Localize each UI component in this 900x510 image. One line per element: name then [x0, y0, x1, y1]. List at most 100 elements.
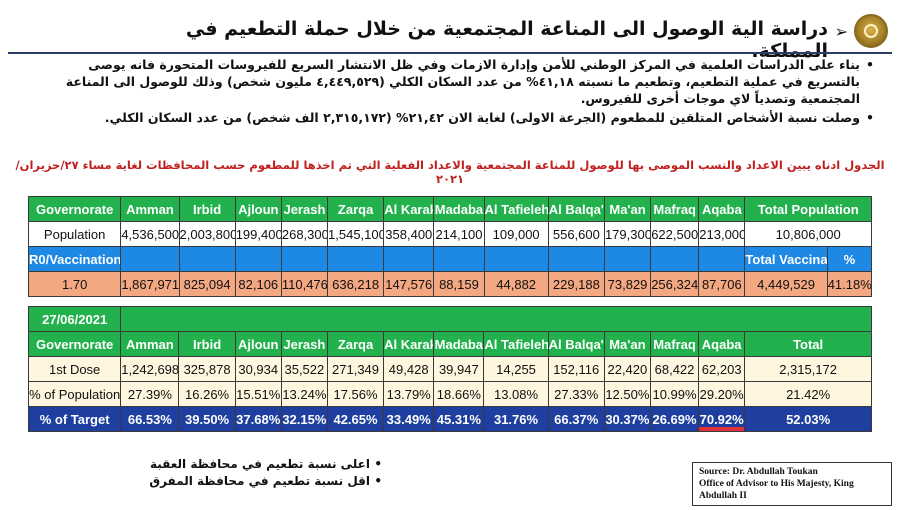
table-cell: 556,600 [547, 221, 605, 247]
table-cell: 88,159 [433, 271, 485, 297]
header-cell: Aqaba [698, 331, 746, 357]
table-cell: 30.37% [603, 406, 651, 432]
table-cell: 179,300 [603, 221, 652, 247]
header-cell: Ma'an [603, 196, 652, 222]
date-band [120, 306, 872, 332]
header-cell: Irbid [178, 331, 236, 357]
title-divider [8, 52, 892, 54]
header-cell: Total Population [744, 196, 872, 222]
table-cell: 1,242,698 [120, 356, 180, 382]
table-cell: 13.08% [483, 381, 549, 407]
table-cell: 15.51% [234, 381, 282, 407]
table-cell: 1,867,971 [120, 271, 180, 297]
header-cell: Governorate [27, 196, 122, 222]
table-row: Governorate Amman Irbid Ajloun Jerash Za… [27, 196, 872, 222]
header-cell [483, 246, 549, 272]
table-cell: 33.49% [383, 406, 435, 432]
table-cell: 82,106 [234, 271, 282, 297]
row-label: % of Target [27, 406, 122, 432]
header-cell: Ajloun [234, 331, 282, 357]
header-cell: R0/Vaccinations [27, 246, 122, 272]
table-cell: 256,324 [650, 271, 700, 297]
table-cell: 229,188 [547, 271, 605, 297]
header-cell: Al Tafieleh [483, 331, 549, 357]
table-cell: 22,420 [603, 356, 651, 382]
table-cell: 66.37% [547, 406, 605, 432]
table-row: Population 4,536,500 2,003,800 199,400 2… [27, 221, 872, 247]
table-cell: 14,255 [483, 356, 549, 382]
table-cell: 44,882 [483, 271, 549, 297]
header-cell: Amman [120, 196, 180, 222]
header-cell: Irbid [178, 196, 236, 222]
header-cell: Al Balqa' [547, 196, 605, 222]
table-cell: 17.56% [326, 381, 385, 407]
header-cell: Al Karak [383, 196, 435, 222]
table-cell: 1,545,100 [327, 221, 385, 247]
table-cell: 13.79% [383, 381, 435, 407]
table-cell: 268,300 [280, 221, 329, 247]
header-cell: Ajloun [234, 196, 282, 222]
table-cell: 16.26% [178, 381, 236, 407]
header-cell: Madaba [433, 331, 485, 357]
header-cell: Total Vaccinations [744, 246, 828, 272]
date-cell: 27/06/2021 [27, 306, 122, 332]
table-row: Governorate Amman Irbid Ajloun Jerash Za… [27, 331, 872, 357]
highest-value-cell: 70.92% [698, 406, 746, 432]
table-cell: 1.70 [27, 271, 122, 297]
bullet-list: بناء على الدراسات العلمية في المركز الوط… [34, 56, 874, 128]
header-cell: Al Karak [383, 331, 435, 357]
header-cell: Jerash [280, 331, 328, 357]
header-cell: Zarqa [326, 331, 385, 357]
table-cell: 29.20% [698, 381, 746, 407]
source-line: Source: Dr. Abdullah Toukan [699, 467, 818, 477]
header-cell: Governorate [27, 331, 122, 357]
bullet-item: وصلت نسبة الأشخاص المتلقين للمطعوم (الجر… [34, 109, 874, 126]
header-cell: Zarqa [327, 196, 385, 222]
table-cell: 45.31% [433, 406, 485, 432]
arrow-bullet-icon: ➢ [834, 22, 848, 41]
table-cell: 21.42% [744, 381, 872, 407]
table-cell: 68,422 [649, 356, 700, 382]
table-cell: 18.66% [433, 381, 485, 407]
table-cell: 37.68% [234, 406, 282, 432]
table-cell: 62,203 [698, 356, 746, 382]
table-cell: 39,947 [433, 356, 485, 382]
actual-vaccination-table: 27/06/2021 Governorate Amman Irbid Ajlou… [27, 306, 872, 432]
table-cell: 39.50% [178, 406, 236, 432]
table-cell: 2,315,172 [744, 356, 872, 382]
table-cell: 27.33% [547, 381, 605, 407]
table-row: R0/Vaccinations Total Vaccinations % [27, 246, 873, 272]
header-cell [547, 246, 605, 272]
header-cell: Al Tafieleh [483, 196, 549, 222]
table-cell: 214,100 [433, 221, 485, 247]
note-item: اعلى نسبة تطعيم في محافظة العقبة [142, 456, 382, 473]
table-cell: 825,094 [178, 271, 236, 297]
table-cell: 325,878 [178, 356, 236, 382]
table-cell: 4,449,529 [744, 271, 828, 297]
table-cell: 636,218 [327, 271, 385, 297]
row-label: % of Population [27, 381, 122, 407]
header-cell [698, 246, 746, 272]
table-cell: 13.24% [280, 381, 328, 407]
header-cell [650, 246, 700, 272]
header-cell: Ma'an [603, 331, 651, 357]
table-cell: 27.39% [120, 381, 180, 407]
header-cell: Mafraq [649, 331, 700, 357]
table-row: 27/06/2021 [27, 306, 872, 332]
source-box: Source: Dr. Abdullah Toukan Office of Ad… [692, 462, 892, 506]
table-cell: 31.76% [483, 406, 549, 432]
table-cell: 66.53% [120, 406, 180, 432]
table-cell: 358,400 [383, 221, 435, 247]
header-cell [433, 246, 485, 272]
header-cell [280, 246, 329, 272]
table-row: 1.70 1,867,971 825,094 82,106 110,476 63… [27, 271, 873, 297]
header-cell: Madaba [433, 196, 485, 222]
table-cell: 12.50% [603, 381, 651, 407]
crest-logo-icon [854, 14, 888, 48]
table-row: 1st Dose 1,242,698 325,878 30,934 35,522… [27, 356, 872, 382]
header-cell: Jerash [280, 196, 329, 222]
header-cell: Total [744, 331, 872, 357]
table-cell: 87,706 [698, 271, 746, 297]
notes-list: اعلى نسبة تطعيم في محافظة العقبة اقل نسب… [142, 456, 382, 490]
header-cell [178, 246, 236, 272]
